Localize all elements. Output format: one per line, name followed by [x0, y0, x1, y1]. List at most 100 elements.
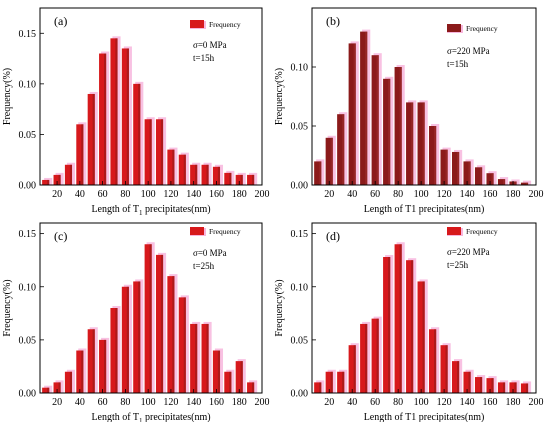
y-tick-label: 0.05 [291, 335, 309, 346]
bar-shade [47, 387, 50, 393]
y-tick-label: 0.10 [291, 63, 309, 74]
x-axis-label-main: Length of T1 precipitates(nm) [364, 204, 485, 215]
bar-shade [138, 281, 141, 393]
bar-shade [514, 382, 517, 393]
x-tick-label: 160 [483, 189, 498, 200]
bar [155, 119, 164, 185]
bar-shade [172, 276, 175, 393]
bar-shade [217, 350, 221, 393]
bar [42, 179, 50, 185]
bar-shade [376, 318, 379, 393]
bar [394, 67, 402, 185]
bar-shade [172, 149, 175, 185]
x-tick-label: 140 [186, 397, 201, 408]
y-tick-label: 0.05 [19, 130, 37, 141]
legend-label: Frequency [466, 24, 498, 33]
bar [440, 149, 448, 185]
bar-shade [502, 179, 506, 185]
bar [201, 323, 209, 393]
bar [190, 164, 198, 185]
bar-shade [480, 377, 483, 393]
bar-shade [434, 126, 437, 185]
x-axis-label-main: Length of T1 precipitates(nm) [364, 412, 485, 422]
bar-shade [58, 174, 61, 185]
x-tick-label: 100 [141, 189, 156, 200]
bar [121, 286, 129, 393]
annotation: t=15h [193, 53, 215, 63]
bar [64, 371, 73, 393]
x-axis-label-tail: precipitates(nm) [143, 412, 211, 422]
bar [247, 174, 255, 185]
bar [212, 350, 221, 393]
bar [417, 281, 425, 393]
bar-shade [81, 124, 84, 185]
y-axis-label: Frequency(%) [2, 68, 13, 125]
bar-shade [160, 119, 164, 185]
bar-shade [457, 151, 460, 185]
x-axis-label: Length of T1 precipitates(nm) [91, 204, 210, 217]
bar [144, 244, 152, 393]
bar [486, 378, 494, 393]
bar-shade [502, 382, 506, 393]
x-axis-label-tail: precipitates(nm) [143, 204, 211, 215]
annotation: σ=220 MPa [447, 46, 490, 56]
x-tick-label: 140 [186, 189, 201, 200]
x-tick-label: 180 [506, 397, 521, 408]
x-tick-label: 100 [414, 189, 429, 200]
bar-shade [69, 164, 73, 185]
bar-shade [69, 371, 73, 393]
bar [371, 318, 379, 393]
bar-shade [411, 102, 414, 185]
bar-shade [183, 154, 186, 185]
bar-shade [399, 244, 402, 393]
bar-shade [330, 371, 333, 393]
bar-shade [126, 286, 129, 393]
bar [486, 173, 494, 185]
bar-shade [468, 371, 471, 393]
annotation: σ=0 MPa [193, 40, 227, 50]
legend-swatch [447, 24, 461, 32]
bar-shade [217, 166, 221, 185]
bar-shade [365, 323, 368, 393]
x-tick-label: 120 [437, 397, 452, 408]
bar-shade [160, 254, 164, 393]
bar-shade [342, 114, 345, 185]
x-tick-label: 20 [52, 189, 62, 200]
bar [235, 361, 243, 393]
bar [371, 55, 379, 186]
x-tick-label: 80 [393, 189, 403, 200]
panel-label: (c) [54, 229, 67, 243]
bar-shade [183, 297, 186, 393]
bar [325, 371, 333, 393]
bar-shade [206, 323, 209, 393]
bar-shade [81, 350, 84, 393]
bar [235, 174, 243, 185]
bar [463, 161, 471, 185]
bar-shade [319, 161, 322, 185]
bar-shade [525, 182, 529, 185]
bar [224, 172, 232, 185]
bar [42, 387, 50, 393]
bar [167, 276, 175, 393]
bar [474, 167, 483, 185]
x-tick-label: 200 [255, 397, 270, 408]
y-axis-label: Frequency(%) [2, 279, 13, 336]
x-tick-label: 20 [52, 397, 62, 408]
y-tick-label: 0.00 [291, 181, 309, 192]
legend-label: Frequency [209, 227, 241, 236]
annotation: t=25h [193, 261, 215, 271]
bar [520, 182, 529, 185]
bar-shade [240, 361, 243, 393]
bar-shade [376, 55, 379, 186]
bar-shade [411, 260, 414, 393]
y-tick-label: 0.05 [291, 122, 309, 133]
bar-shade [399, 67, 402, 185]
bar-shade [47, 179, 50, 185]
axes-frame [39, 222, 263, 394]
x-tick-label: 40 [347, 397, 357, 408]
y-tick-label: 0.10 [291, 282, 309, 293]
bar [64, 164, 73, 185]
x-tick-label: 160 [209, 189, 224, 200]
bar-shade [457, 361, 460, 393]
y-tick-label: 0.10 [19, 282, 37, 293]
